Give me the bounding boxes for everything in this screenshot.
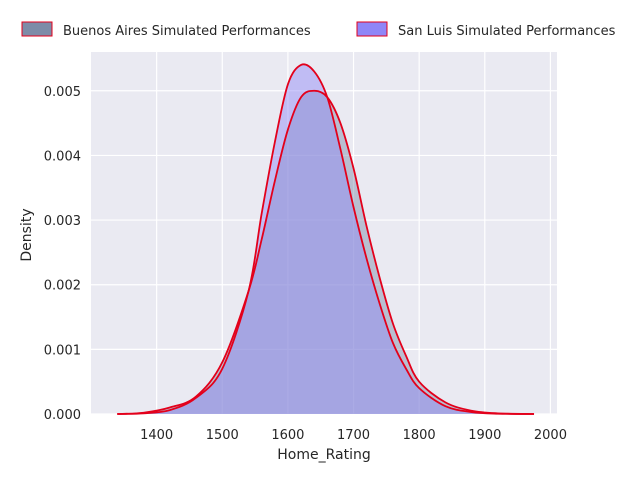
legend-label-san-luis: San Luis Simulated Performances — [398, 24, 616, 39]
x-tick-label: 1600 — [271, 428, 304, 443]
density-areas — [117, 63, 535, 415]
legend-label-buenos-aires: Buenos Aires Simulated Performances — [63, 24, 311, 39]
y-axis-label: Density — [19, 208, 35, 261]
legend-swatch-san-luis — [356, 21, 388, 37]
y-tick-label: 0.004 — [44, 149, 81, 164]
density-line-san-luis — [117, 63, 535, 415]
density-area-buenos-aires — [117, 90, 535, 415]
x-tick-labels: 1400 1500 1600 1700 1800 1900 2000 — [140, 428, 567, 443]
density-area-san-luis — [117, 64, 535, 414]
y-tick-label: 0.002 — [44, 279, 81, 294]
x-tick-label: 1500 — [206, 428, 239, 443]
x-tick-label: 2000 — [534, 428, 567, 443]
legend: Buenos Aires Simulated Performances San … — [21, 21, 616, 39]
y-tick-labels: 0.000 0.001 0.002 0.003 0.004 0.005 — [44, 85, 81, 423]
gridlines — [91, 52, 557, 415]
plot-background — [91, 52, 557, 414]
y-tick-label: 0.001 — [44, 343, 81, 358]
x-tick-label: 1800 — [403, 428, 436, 443]
x-tick-label: 1700 — [337, 428, 370, 443]
y-tick-label: 0.005 — [44, 85, 81, 100]
x-tick-label: 1900 — [468, 428, 501, 443]
x-tick-label: 1400 — [140, 428, 173, 443]
x-axis-label: Home_Rating — [277, 447, 370, 463]
y-tick-label: 0.000 — [44, 408, 81, 423]
legend-swatch-buenos-aires — [21, 21, 53, 37]
y-tick-label: 0.003 — [44, 214, 81, 229]
